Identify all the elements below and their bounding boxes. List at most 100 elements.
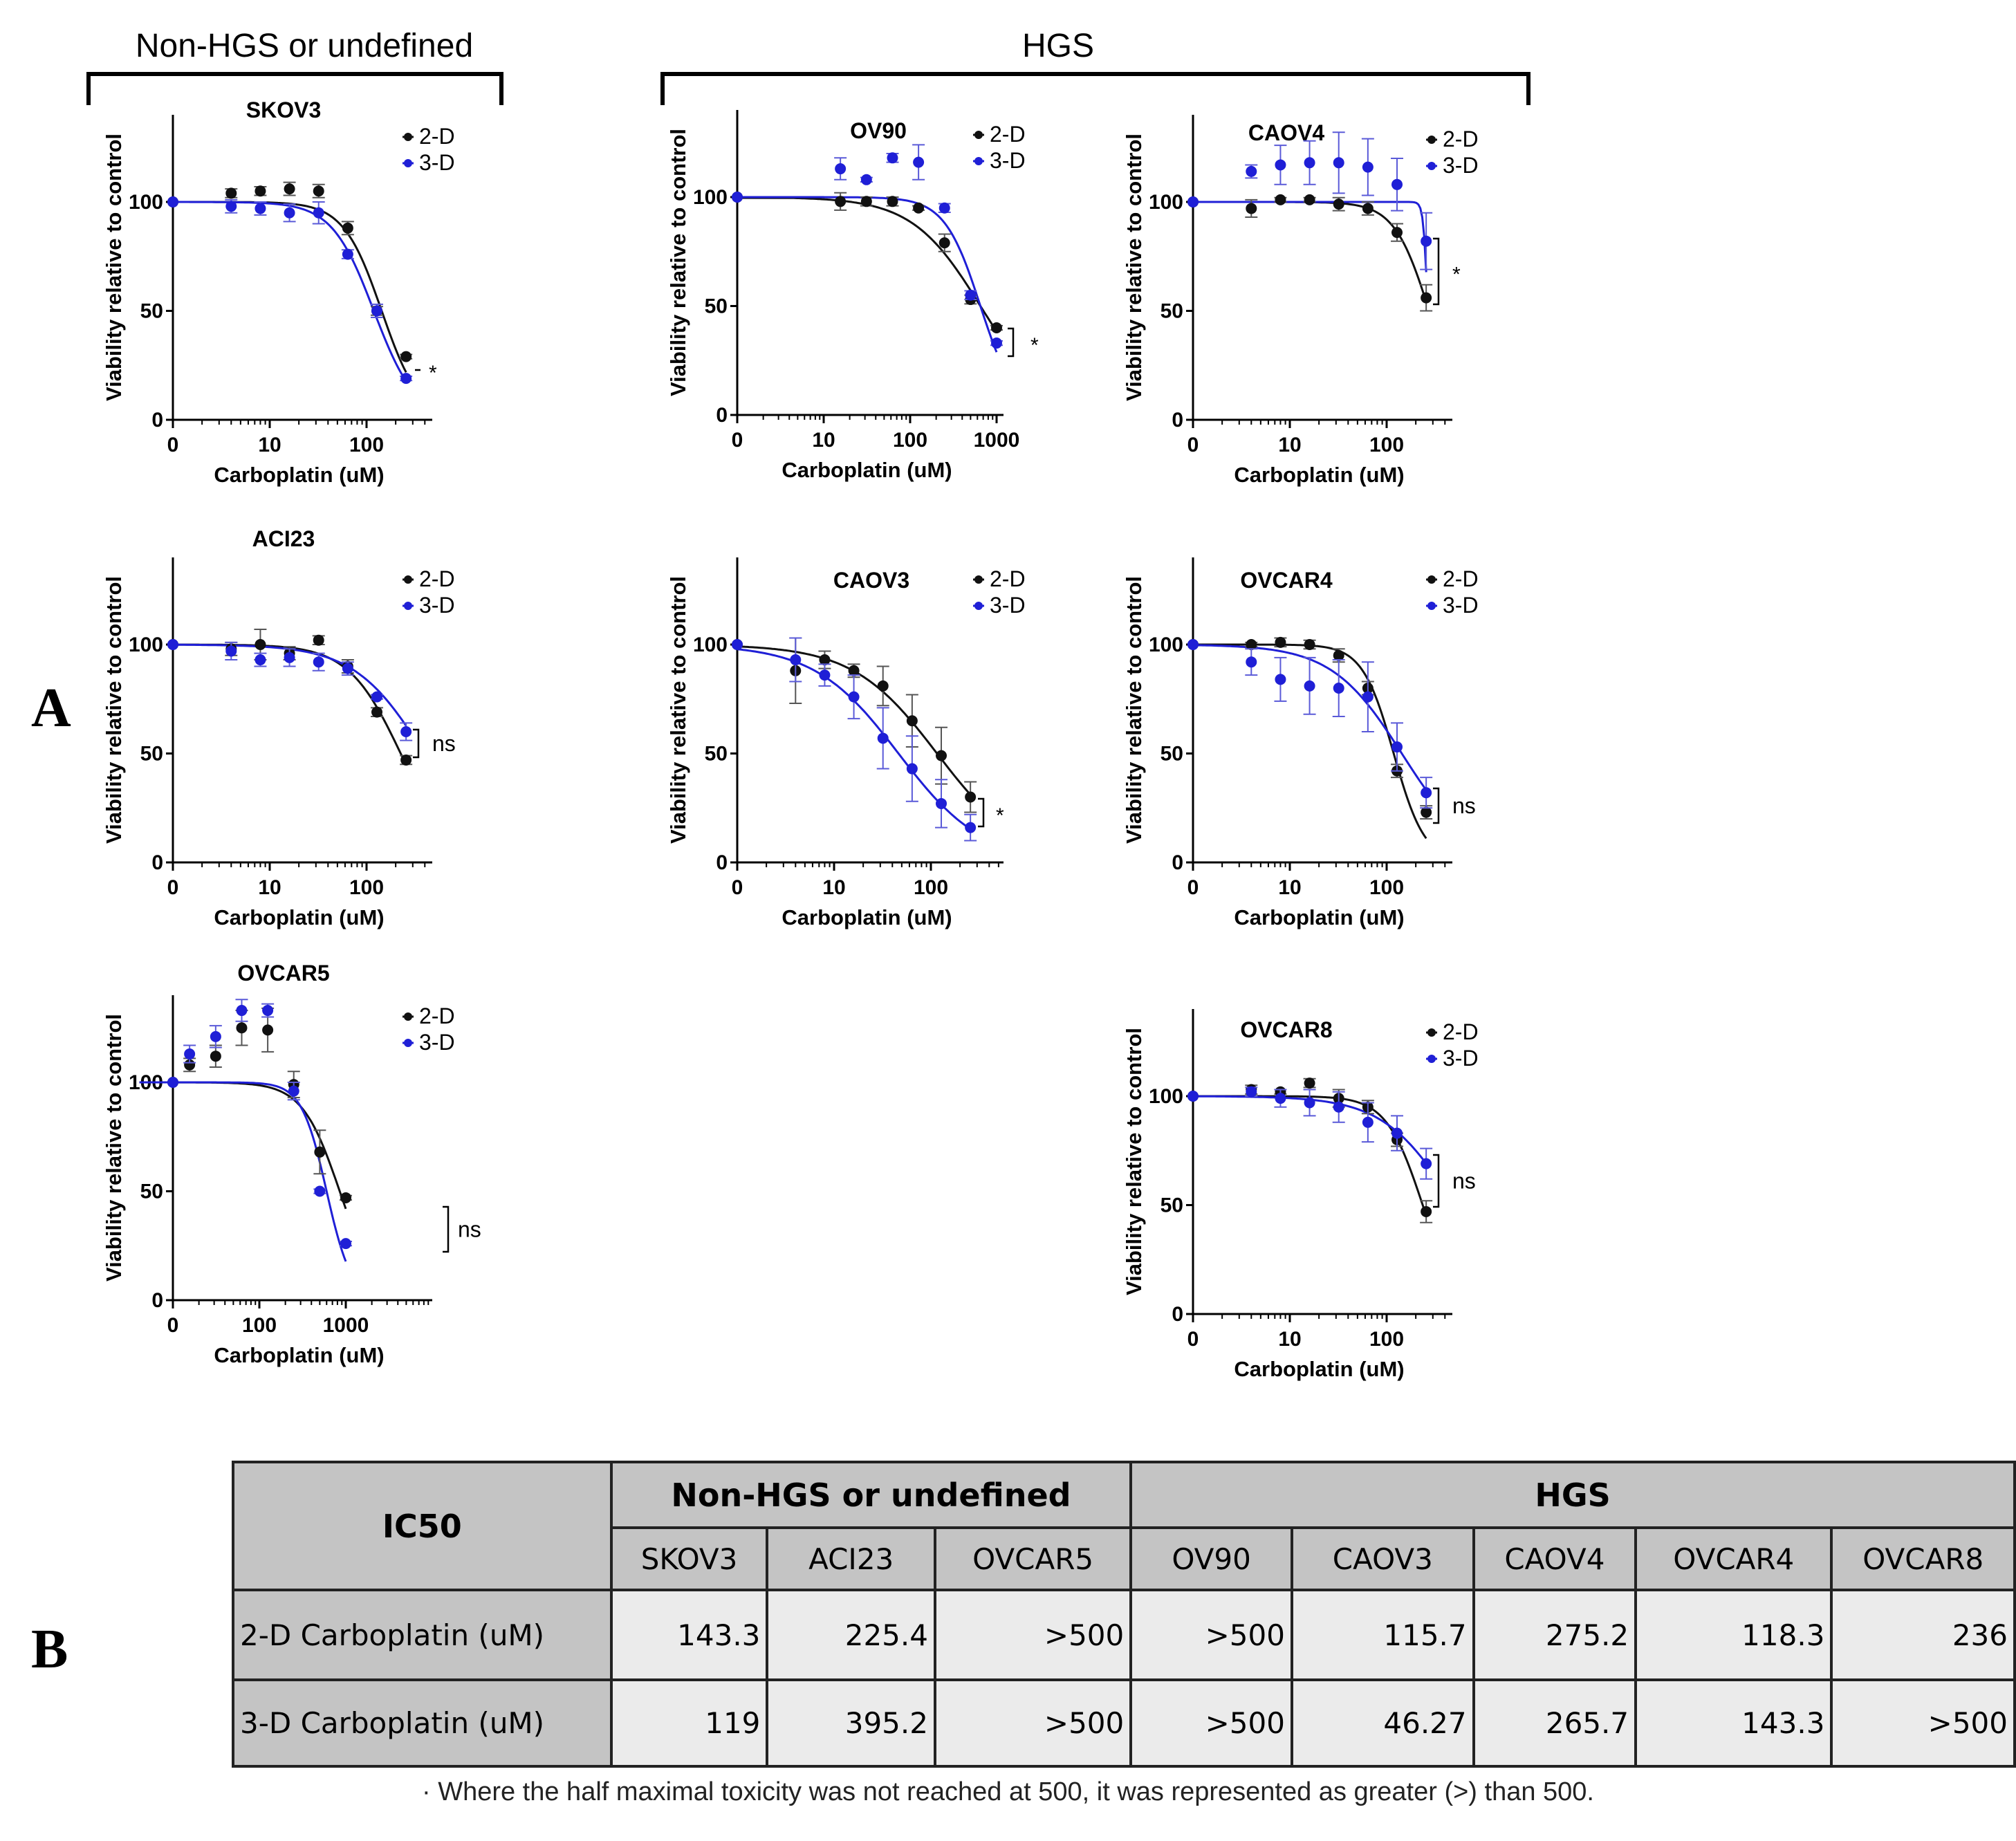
data-point (732, 192, 743, 203)
data-point (991, 322, 1002, 333)
data-point (313, 634, 324, 646)
data-point (314, 1185, 326, 1197)
data-point (965, 289, 977, 301)
data-point (936, 750, 947, 761)
data-point (284, 207, 295, 219)
legend-marker-2d (404, 575, 412, 584)
y-tick-label: 50 (705, 295, 728, 318)
table-cell: 118.3 (1634, 1589, 1833, 1681)
table-group-hgs: HGS (1129, 1461, 2016, 1529)
table-row: 2-D Carboplatin (uM) 143.3 225.4 >500 >5… (232, 1589, 2016, 1681)
fit-curve-2-D (737, 196, 998, 332)
data-point (1304, 680, 1315, 692)
data-point (1391, 227, 1403, 239)
x-tick-label: 0 (732, 429, 743, 452)
data-point (1304, 639, 1315, 650)
table-col-header: OVCAR4 (1634, 1526, 1833, 1591)
data-point (313, 207, 324, 219)
data-point (835, 196, 847, 207)
x-tick-label: 10 (822, 876, 845, 899)
legend-marker-2d (1427, 1028, 1436, 1037)
table-row: 3-D Carboplatin (uM) 119 395.2 >500 >500… (232, 1678, 2016, 1768)
data-point (400, 351, 412, 362)
legend-label-3d: 3-D (1443, 1046, 1479, 1071)
table-col-header: ACI23 (766, 1526, 936, 1591)
y-tick-label: 0 (716, 851, 728, 874)
table-corner: IC50 (232, 1461, 613, 1591)
data-point (314, 1146, 326, 1158)
x-tick-label: 100 (349, 876, 384, 899)
legend-label-2d: 2-D (419, 1003, 455, 1028)
legend-marker-3d (404, 159, 412, 167)
x-axis-label: Carboplatin (uM) (214, 1343, 384, 1367)
chart-title: OVCAR4 (1240, 568, 1333, 593)
data-point (255, 639, 266, 650)
y-tick-label: 50 (140, 1181, 163, 1203)
x-tick-label: 100 (242, 1314, 277, 1337)
data-point (1187, 639, 1199, 650)
y-axis-label: Viability relative to control (1122, 576, 1146, 844)
legend-label-3d: 3-D (419, 1030, 455, 1055)
data-point (1362, 203, 1374, 214)
table-row-label: 3-D Carboplatin (uM) (232, 1678, 613, 1768)
data-point (340, 1192, 351, 1203)
data-point (906, 763, 918, 775)
data-point (1275, 636, 1286, 648)
legend-label-3d: 3-D (419, 150, 455, 175)
group-label-hgs: HGS (1022, 28, 1094, 64)
data-point (340, 1238, 351, 1250)
significance-bracket (443, 1205, 450, 1253)
y-tick-label: 100 (1149, 1085, 1183, 1108)
y-tick-label: 0 (1172, 851, 1183, 874)
legend-marker-2d (974, 131, 983, 139)
legend-marker-2d (974, 575, 983, 584)
table-cell: >500 (933, 1678, 1133, 1768)
data-point (1246, 656, 1257, 668)
data-point (225, 201, 237, 212)
x-tick-label: 0 (1187, 434, 1199, 456)
fit-curve-3-D (173, 201, 407, 382)
data-point (210, 1051, 221, 1062)
y-tick-label: 50 (140, 743, 163, 766)
data-point (400, 726, 412, 737)
data-point (1391, 741, 1403, 753)
chart-title: CAOV3 (833, 568, 909, 593)
chart-title: ACI23 (252, 526, 315, 551)
data-point (255, 185, 266, 197)
table-cell: >500 (1129, 1678, 1293, 1768)
legend-label-2d: 2-D (1443, 1019, 1479, 1044)
data-point (262, 1005, 274, 1017)
fit-curve-2-D (1193, 201, 1427, 302)
ic50-table: IC50 Non-HGS or undefined HGS SKOV3 ACI2… (232, 1461, 2016, 1768)
y-tick-label: 50 (140, 300, 163, 323)
data-point (835, 163, 847, 175)
x-axis-label: Carboplatin (uM) (214, 463, 384, 487)
x-tick-label: 0 (167, 876, 179, 899)
significance-bracket (413, 728, 420, 759)
data-point (887, 152, 898, 164)
table-cell: 236 (1830, 1589, 2016, 1681)
table-cell: 275.2 (1472, 1589, 1638, 1681)
data-point (1275, 674, 1286, 685)
data-point (991, 337, 1002, 349)
data-point (1246, 203, 1257, 214)
data-point (184, 1048, 196, 1060)
data-point (1421, 806, 1432, 818)
legend-marker-3d (1427, 1055, 1436, 1063)
table-cell: 225.4 (766, 1589, 936, 1681)
data-point (1421, 1158, 1432, 1169)
legend-marker-3d (404, 602, 412, 610)
significance-bracket (1008, 327, 1015, 358)
legend-marker-2d (1427, 136, 1436, 144)
data-point (965, 791, 977, 803)
data-point (887, 196, 898, 207)
data-point (1421, 292, 1432, 304)
table-cell: >500 (1830, 1678, 2016, 1768)
data-point (1187, 196, 1199, 207)
data-point (284, 651, 295, 663)
x-tick-label: 100 (1369, 434, 1404, 456)
x-axis-label: Carboplatin (uM) (782, 458, 952, 482)
table-col-header: CAOV3 (1290, 1526, 1475, 1591)
y-tick-label: 100 (129, 633, 163, 656)
x-tick-label: 10 (258, 434, 281, 456)
